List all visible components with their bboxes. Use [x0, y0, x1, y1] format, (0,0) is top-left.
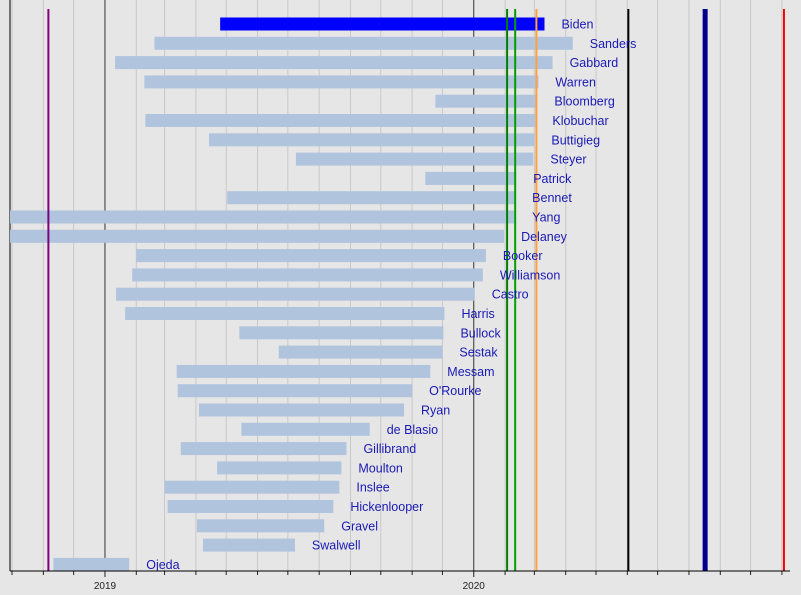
bar-delaney: [10, 229, 505, 243]
grid: [9, 0, 783, 571]
candidate-label: Castro: [492, 288, 529, 302]
labels: Biden Sanders Gabbard Warren Bloomberg Klobuc…: [146, 18, 636, 572]
x-axis: 2019 2020: [10, 570, 790, 592]
candidate-label: Inslee: [356, 481, 389, 495]
candidate-label: Gravel: [341, 519, 378, 533]
bar-ryan: [198, 403, 405, 417]
candidate-label: Klobuchar: [552, 114, 608, 128]
candidate-label: Ojeda: [146, 558, 179, 572]
bar-harris: [125, 307, 445, 320]
bar-steyer: [295, 152, 534, 166]
bar-sestak: [278, 345, 443, 359]
x-tick-label: 2020: [463, 581, 486, 592]
bar-castro: [116, 287, 475, 301]
bar-moulton: [217, 461, 342, 475]
event-lines: [47, 9, 785, 571]
candidate-label: Gillibrand: [363, 442, 416, 456]
bar-gillibrand: [180, 442, 347, 456]
candidate-label: O'Rourke: [429, 384, 481, 398]
candidate-label: Biden: [561, 18, 593, 32]
candidate-label: Delaney: [521, 230, 568, 244]
bar-swalwell: [202, 538, 295, 552]
bar-booker: [136, 249, 486, 263]
bar-inslee: [164, 480, 340, 494]
bar-deblasio: [241, 422, 370, 436]
candidate-label: Booker: [503, 249, 543, 263]
bar-buttigieg: [209, 133, 535, 147]
candidate-label: de Blasio: [387, 423, 438, 437]
candidate-label: Hickenlooper: [350, 500, 423, 514]
candidate-label: Steyer: [550, 153, 586, 167]
bar-ojeda: [53, 557, 130, 571]
bar-klobuchar: [145, 114, 536, 127]
candidate-label: Moulton: [358, 461, 403, 475]
candidate-label: Sestak: [459, 346, 498, 360]
candidate-label: Bloomberg: [554, 95, 614, 109]
bar-warren: [144, 75, 539, 89]
bar-sanders: [154, 36, 573, 50]
candidate-label: Sanders: [590, 37, 637, 51]
bar-messam: [176, 364, 431, 378]
bar-yang: [10, 210, 516, 224]
bar-bloomberg: [435, 94, 538, 108]
candidate-label: Gabbard: [570, 56, 619, 70]
candidate-label: Patrick: [533, 172, 572, 186]
candidate-label: Swalwell: [312, 539, 361, 553]
candidate-label: Buttigieg: [551, 133, 600, 147]
candidate-label: Warren: [555, 75, 596, 89]
bar-orourke: [177, 384, 413, 398]
bars: [10, 17, 573, 571]
bar-gravel: [196, 519, 325, 533]
candidate-label: Williamson: [500, 268, 560, 282]
candidate-label: Bullock: [460, 326, 501, 340]
bar-gabbard: [115, 56, 553, 70]
bar-williamson: [132, 268, 483, 282]
x-tick-label: 2019: [94, 581, 117, 592]
bar-patrick: [425, 171, 517, 185]
bar-hickenlooper: [167, 500, 334, 513]
candidate-label: Bennet: [532, 191, 572, 205]
candidate-label: Messam: [447, 365, 494, 379]
candidate-label: Ryan: [421, 404, 450, 418]
bar-biden: [220, 17, 545, 31]
candidate-label: Yang: [532, 211, 560, 225]
bar-bennet: [227, 191, 516, 205]
bar-bullock: [239, 326, 444, 340]
candidate-label: Harris: [461, 307, 494, 321]
